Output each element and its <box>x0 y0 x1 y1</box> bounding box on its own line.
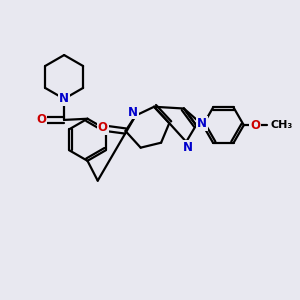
Text: N: N <box>59 92 69 105</box>
Text: CH₃: CH₃ <box>271 120 293 130</box>
Text: O: O <box>250 119 260 132</box>
Text: O: O <box>36 113 46 126</box>
Text: O: O <box>98 121 108 134</box>
Text: N: N <box>183 141 193 154</box>
Text: N: N <box>128 106 138 118</box>
Text: N: N <box>197 117 207 130</box>
